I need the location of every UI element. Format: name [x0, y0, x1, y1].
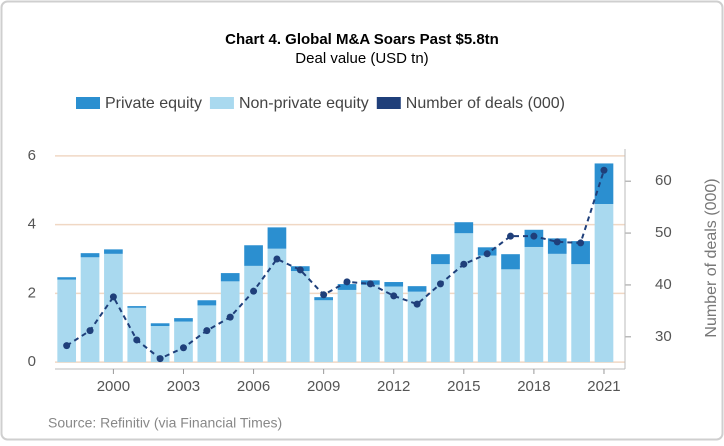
- line-point: [320, 291, 328, 299]
- line-point: [273, 255, 281, 263]
- bar: [314, 300, 333, 363]
- bar: [104, 253, 123, 363]
- bar: [384, 286, 404, 363]
- line-point: [250, 287, 258, 295]
- line-point: [436, 280, 444, 288]
- bar: [431, 254, 450, 265]
- bar: [150, 326, 170, 363]
- bar: [314, 297, 333, 301]
- bar: [267, 248, 287, 363]
- line-point: [133, 336, 141, 344]
- bar: [127, 307, 147, 363]
- line-point: [226, 313, 234, 321]
- line-point: [296, 266, 304, 274]
- y2-tick-label: 40: [655, 276, 672, 293]
- bar: [104, 249, 123, 254]
- bar: [454, 233, 474, 363]
- line-point: [390, 292, 398, 300]
- legend-swatch: [76, 97, 100, 109]
- line-point: [577, 239, 585, 247]
- line-point: [600, 166, 608, 174]
- line-point: [413, 300, 421, 308]
- legend-label: Number of deals (000): [406, 95, 565, 112]
- y-tick-label: 2: [28, 284, 36, 301]
- bar: [174, 321, 193, 363]
- bar: [220, 273, 240, 282]
- bar: [407, 286, 427, 292]
- line-point: [507, 232, 515, 240]
- line-point: [553, 238, 561, 246]
- bar: [57, 279, 77, 363]
- chart-subtitle: Deal value (USD tn): [295, 50, 428, 67]
- x-tick-label: 2000: [97, 378, 130, 395]
- x-tick-label: 2018: [517, 378, 550, 395]
- x-tick-label: 2021: [587, 378, 620, 395]
- bar: [524, 246, 544, 363]
- bar: [197, 300, 217, 306]
- line-point: [203, 327, 211, 335]
- y-tick-label: 4: [28, 216, 36, 233]
- y2-tick-label: 50: [655, 224, 672, 241]
- bar: [547, 253, 567, 363]
- y2-axis-label: Number of deals (000): [703, 178, 720, 337]
- bar: [501, 254, 520, 270]
- bar: [571, 241, 590, 265]
- bar: [57, 277, 77, 280]
- bar: [454, 222, 474, 234]
- line-point: [109, 293, 117, 301]
- bar: [594, 204, 614, 363]
- x-tick-label: 2015: [447, 378, 480, 395]
- bar: [244, 265, 263, 363]
- y2-tick-label: 30: [655, 328, 672, 345]
- line-point: [156, 355, 164, 363]
- bar: [267, 227, 287, 249]
- line-point: [366, 280, 374, 288]
- bar: [337, 289, 357, 363]
- bar: [80, 257, 100, 363]
- legend-label: Non-private equity: [239, 95, 369, 112]
- line-point: [179, 344, 187, 352]
- line-series: [66, 169, 605, 360]
- x-tick-label: 2009: [307, 378, 340, 395]
- y2-tick-label: 60: [655, 172, 672, 189]
- line-point: [460, 260, 468, 268]
- source: Source: Refinitiv (via Financial Times): [48, 415, 282, 431]
- bar: [337, 284, 357, 290]
- bar: [244, 245, 263, 266]
- bar: [407, 291, 427, 363]
- line-point: [483, 250, 491, 258]
- bar: [594, 163, 614, 204]
- legend-swatch: [209, 97, 234, 109]
- chart-title: Chart 4. Global M&A Soars Past $5.8tn: [225, 31, 499, 48]
- x-tick-label: 2012: [377, 378, 410, 395]
- bar: [80, 253, 100, 258]
- bar: [174, 318, 193, 322]
- legend-swatch: [376, 97, 401, 109]
- bar: [501, 269, 520, 363]
- bar: [361, 284, 380, 363]
- line-point: [530, 232, 538, 240]
- bar: [290, 271, 310, 363]
- legend-label: Private equity: [105, 95, 202, 112]
- y-tick-label: 6: [28, 147, 36, 164]
- line-point: [63, 342, 71, 350]
- line-point: [343, 278, 351, 286]
- bar: [127, 306, 147, 308]
- line-point: [86, 327, 94, 335]
- bar: [477, 255, 497, 363]
- bar: [220, 281, 240, 363]
- y-tick-label: 0: [28, 353, 36, 370]
- x-tick-label: 2003: [167, 378, 200, 395]
- bar: [384, 282, 404, 287]
- bar: [571, 264, 590, 363]
- bar: [150, 323, 170, 327]
- x-tick-label: 2006: [237, 378, 270, 395]
